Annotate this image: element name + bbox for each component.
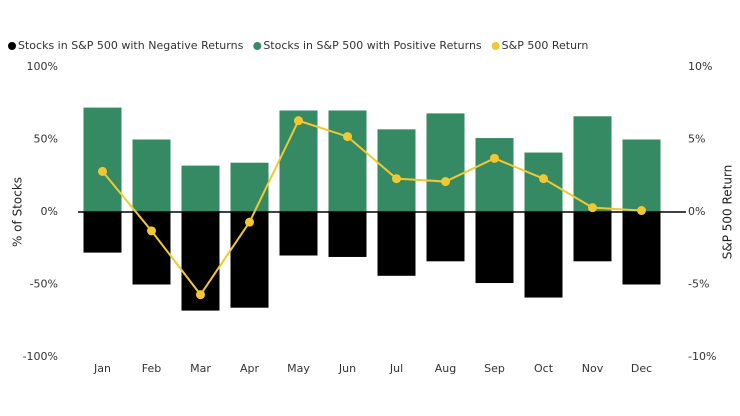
line-point [539,174,548,184]
x-tick-label: Aug [435,362,456,375]
y2-tick-label: 0% [688,205,705,218]
y-tick-label: 100% [27,60,58,73]
line-point [245,217,254,227]
x-tick-label: Jun [338,362,356,375]
bar [328,110,367,212]
line-point [637,206,646,216]
bar [377,129,416,212]
y-tick-label: -100% [23,350,58,363]
y-tick-label: 0% [41,205,58,218]
x-tick-label: Feb [142,362,161,375]
y2-tick-label: 10% [688,60,712,73]
x-tick-label: Sep [484,362,505,375]
line-point [196,290,205,300]
line-point [343,132,352,142]
bar [426,212,465,262]
line-point [294,116,303,126]
y-tick-label: -50% [30,278,58,291]
x-tick-label: Nov [582,362,604,375]
bar [475,138,514,212]
y2-tick-label: -10% [688,350,716,363]
y-tick-label: 50% [34,133,58,146]
line [101,119,642,297]
bar [622,139,661,212]
bar [230,162,269,212]
bar [279,212,318,256]
bar [475,212,514,284]
x-tick-label: Jul [389,362,403,375]
legend-marker [8,42,16,50]
legend-label: Stocks in S&P 500 with Negative Returns [18,39,244,52]
bar [573,116,612,212]
line-point [490,153,499,163]
bar [573,212,612,262]
legend-label: Stocks in S&P 500 with Positive Returns [263,39,482,52]
y-axis-title: % of Stocks [11,177,25,247]
y2-tick-label: -5% [688,278,709,291]
bar [83,107,122,212]
x-tick-label: Oct [534,362,554,375]
x-tick-label: May [287,362,310,375]
bar [132,139,171,212]
bar [83,212,122,253]
line-point [392,174,401,184]
x-tick-label: Mar [190,362,211,375]
bar [622,212,661,285]
line-point [98,166,107,176]
bar [524,212,563,298]
legend-marker [491,42,500,50]
x-tick-label: Jan [93,362,111,375]
x-tick-label: Dec [631,362,652,375]
y2-tick-label: 5% [688,133,705,146]
line-point [441,177,450,187]
line-point [147,226,156,236]
bar [377,212,416,276]
legend-label: S&P 500 Return [502,39,589,52]
x-tick-label: Apr [240,362,260,375]
bar [279,110,318,212]
legend-marker [253,42,262,50]
line-point [588,203,597,213]
bar [426,113,465,212]
bar [230,212,269,308]
y2-axis-title: S&P 500 Return [721,165,735,260]
bar [181,165,220,212]
bar [328,212,367,257]
